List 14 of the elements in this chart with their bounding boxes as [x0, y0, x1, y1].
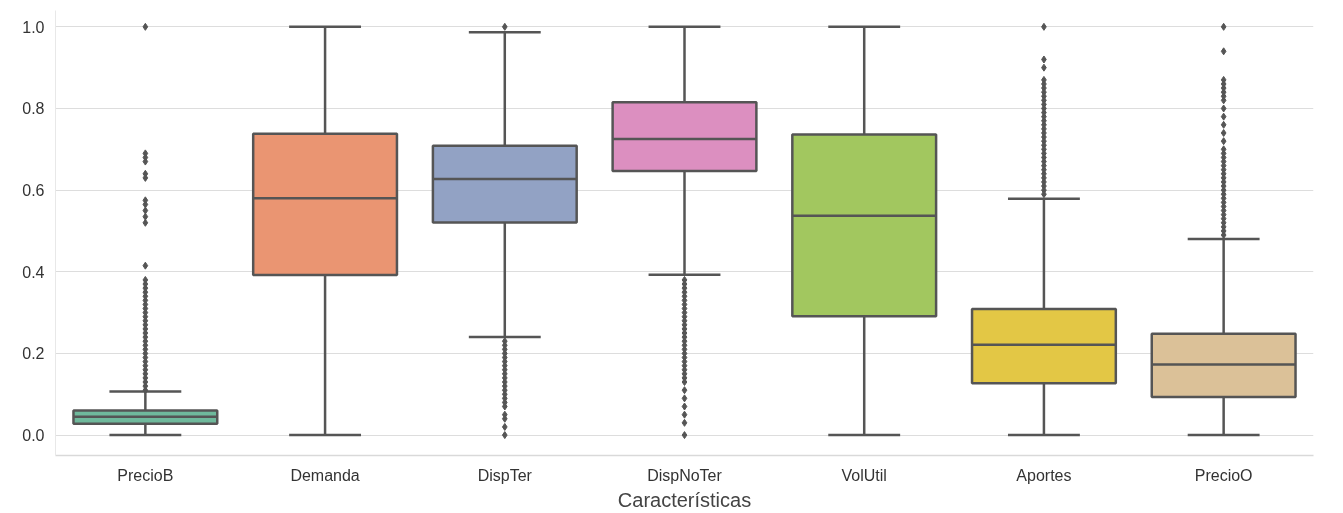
x-axis-title: Características	[617, 488, 752, 511]
y-tick-label: 0.4	[22, 263, 45, 281]
y-tick-label: 1.0	[22, 18, 45, 36]
y-tick-label: 0.6	[22, 182, 45, 200]
x-tick-label: DispNoTer	[647, 466, 723, 484]
x-tick-label: DispTer	[477, 466, 533, 484]
x-tick-label: PrecioO	[1194, 466, 1253, 484]
x-tick-label: Aportes	[1016, 466, 1072, 484]
y-tick-label: 0.2	[22, 345, 45, 363]
x-tick-label: Demanda	[290, 466, 360, 484]
x-tick-label: VolUtil	[841, 466, 887, 484]
x-tick-label: PrecioB	[117, 466, 174, 484]
y-tick-label: 0.0	[22, 427, 45, 445]
y-tick-label: 0.8	[22, 100, 45, 118]
